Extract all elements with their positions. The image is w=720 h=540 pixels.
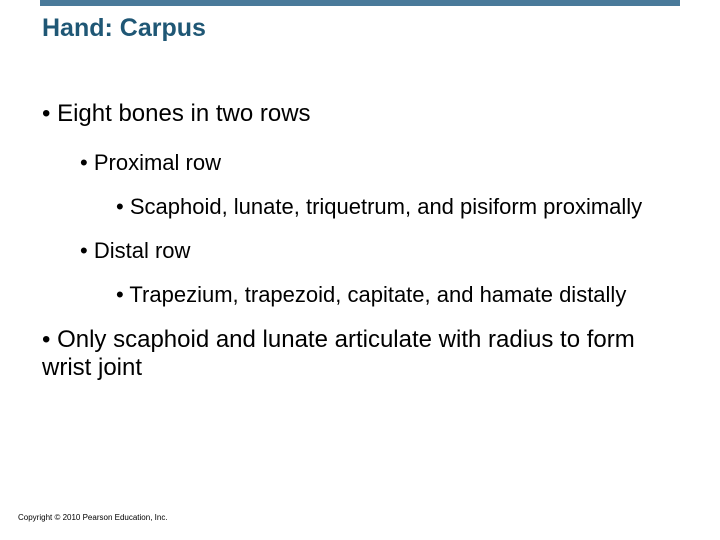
copyright-text: Copyright © 2010 Pearson Education, Inc. (18, 513, 168, 522)
bullet-level2: Proximal row (80, 150, 678, 176)
bullet-level2: Distal row (80, 238, 678, 264)
slide-container: Hand: Carpus Eight bones in two rows Pro… (0, 0, 720, 540)
bullet-level3: Scaphoid, lunate, triquetrum, and pisifo… (116, 194, 678, 220)
slide-title: Hand: Carpus (42, 14, 206, 43)
bullet-level3: Trapezium, trapezoid, capitate, and hama… (116, 282, 678, 308)
slide-content: Eight bones in two rows Proximal row Sca… (42, 100, 678, 383)
title-bar (40, 0, 680, 6)
bullet-level1: Only scaphoid and lunate articulate with… (42, 326, 678, 383)
bullet-level1: Eight bones in two rows (42, 100, 678, 128)
